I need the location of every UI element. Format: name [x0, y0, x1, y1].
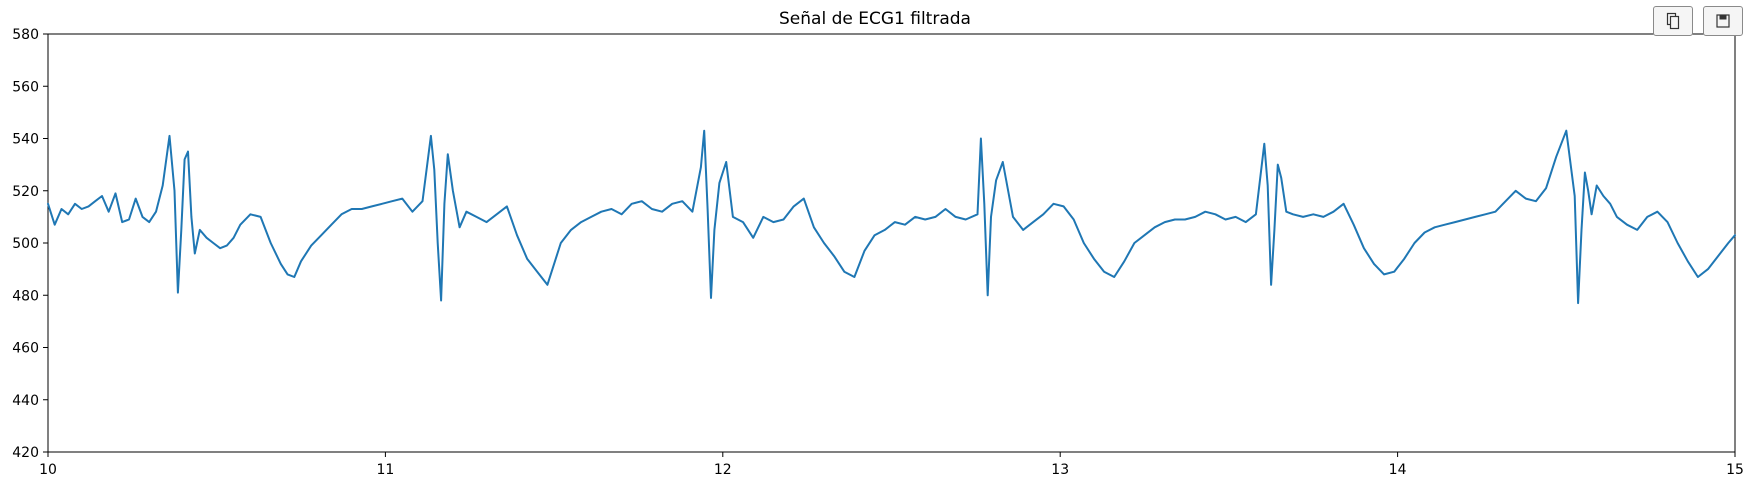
y-tick-label: 500 [12, 236, 39, 252]
y-tick-label: 520 [12, 184, 39, 200]
x-tick-label: 14 [1389, 462, 1407, 478]
y-tick-label: 580 [12, 27, 39, 43]
y-tick-label: 460 [12, 341, 39, 357]
plot-area-frame [47, 33, 1736, 453]
copy-button[interactable] [1653, 6, 1693, 36]
ecg-series-line [47, 129, 1736, 305]
y-axis-ticks: 420 440 460 480 500 520 540 560 580 [12, 27, 48, 461]
x-tick-label: 11 [376, 462, 394, 478]
y-tick-label: 540 [12, 132, 39, 148]
x-tick-label: 15 [1726, 462, 1743, 478]
plot-toolbar [1653, 6, 1743, 36]
chart-title: Señal de ECG1 filtrada [779, 9, 971, 29]
copy-icon [1666, 12, 1680, 30]
x-tick-label: 10 [39, 462, 57, 478]
y-tick-label: 440 [12, 393, 39, 409]
y-tick-label: 420 [12, 445, 39, 461]
x-axis-ticks: 10 11 12 13 14 15 [39, 452, 1743, 478]
x-tick-label: 12 [714, 462, 732, 478]
save-button[interactable] [1703, 6, 1743, 36]
y-tick-label: 480 [12, 288, 39, 304]
floppy-disk-icon [1716, 14, 1730, 28]
x-tick-label: 13 [1051, 462, 1069, 478]
y-tick-label: 560 [12, 79, 39, 95]
